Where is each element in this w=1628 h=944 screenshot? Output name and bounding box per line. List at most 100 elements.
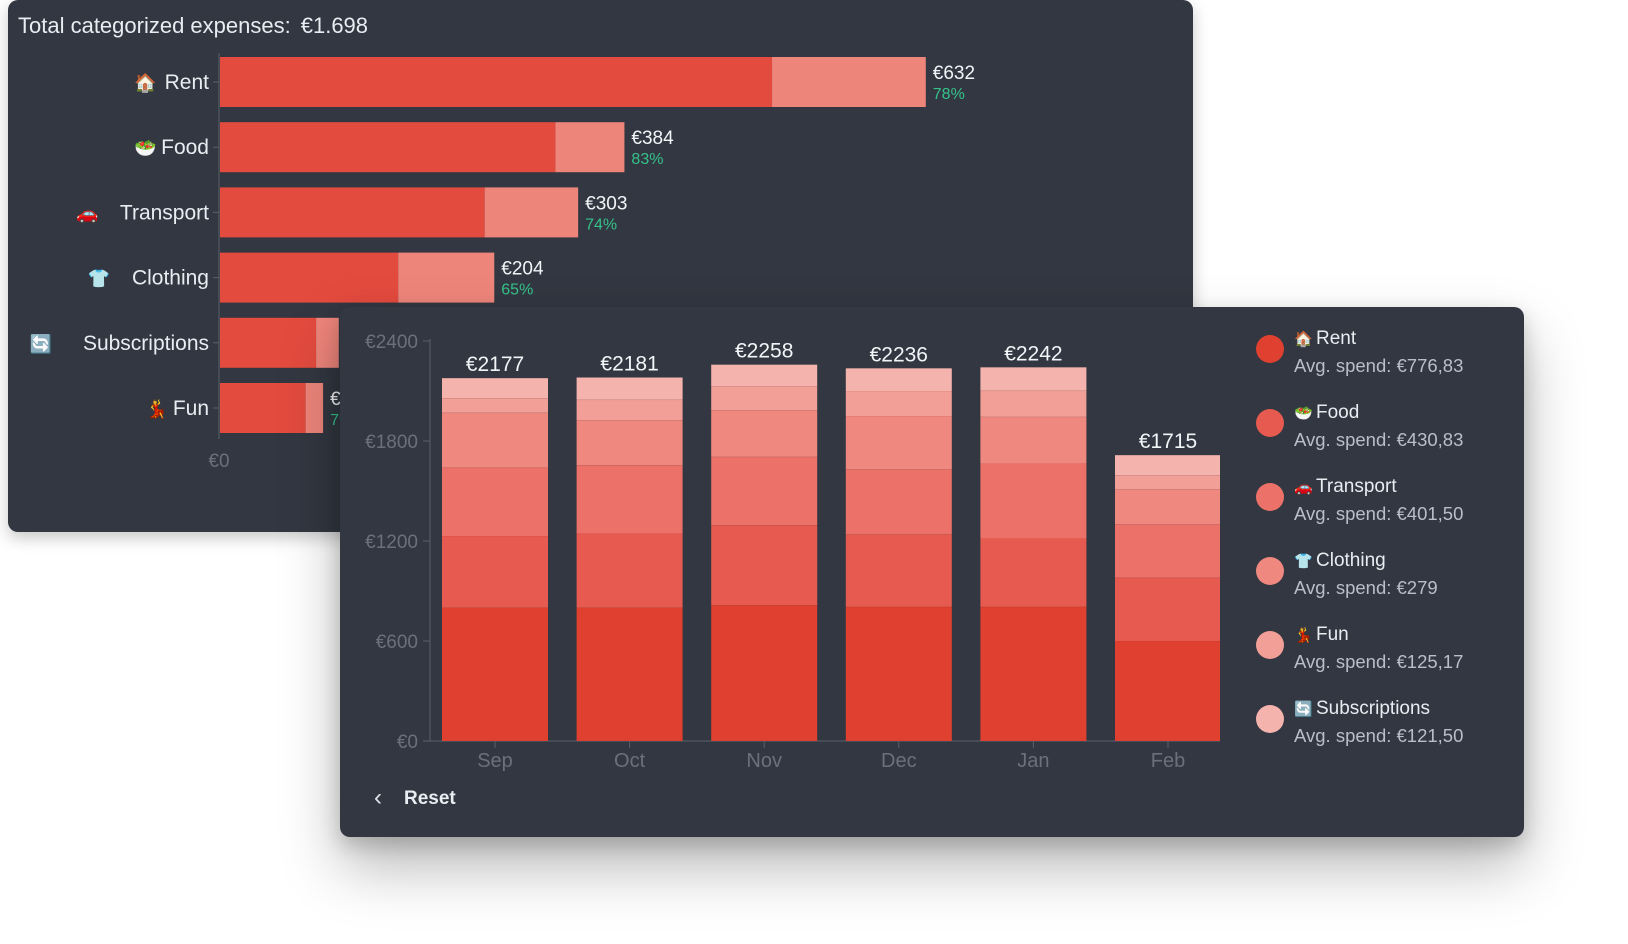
- percent-label: 78%: [933, 86, 965, 103]
- bar-main-subscriptions: [220, 317, 317, 368]
- bar-remaining-subscriptions: [316, 317, 339, 368]
- percent-label: 74%: [585, 216, 617, 233]
- total-expenses-amount: €1.698: [300, 13, 369, 38]
- percent-label: 65%: [501, 282, 533, 299]
- bar-segment-transport: [1115, 524, 1220, 578]
- bar-remaining-rent: [772, 57, 926, 107]
- category-label-food: Food: [161, 136, 209, 159]
- category-label-fun: Fun: [173, 397, 209, 420]
- bar-segment-transport: [576, 465, 683, 534]
- bar-main-food: [220, 122, 556, 173]
- bar-segment-fun: [442, 398, 548, 413]
- bar-segment-subscriptions: [711, 364, 818, 387]
- value-label: €384: [631, 128, 674, 149]
- legend-item-food[interactable]: 🥗 Food Avg. spend: €430,83: [1256, 401, 1518, 461]
- legend-swatch: [1256, 631, 1284, 659]
- y-tick-label: €1800: [365, 432, 418, 453]
- x-tick-label-sep: Sep: [477, 750, 513, 772]
- bar-segment-clothing: [442, 412, 548, 468]
- category-label-clothing: Clothing: [132, 267, 209, 290]
- bar-main-fun: [220, 383, 306, 433]
- legend-name: 🔄 Subscriptions: [1294, 698, 1430, 720]
- bar-segment-fun: [845, 391, 952, 416]
- total-label: €2177: [466, 353, 524, 376]
- bar-segment-clothing: [711, 410, 818, 457]
- bar-remaining-transport: [484, 187, 579, 238]
- bar-segment-food: [576, 533, 683, 608]
- monthly-spend-panel: €0 €600 €1200 €1800 €2400 €2177 Sep €2181 Oct €22…: [340, 307, 1524, 837]
- bar-segment-rent: [1115, 641, 1220, 741]
- legend-name-text: Fun: [1316, 624, 1349, 645]
- bar-segment-subscriptions: [442, 378, 548, 399]
- legend-name-text: Subscriptions: [1316, 698, 1431, 719]
- x-tick-label-jan: Jan: [1017, 750, 1049, 772]
- bar-segment-rent: [980, 606, 1087, 741]
- legend-item-rent[interactable]: 🏠 Rent Avg. spend: €776,83: [1256, 327, 1518, 387]
- legend-name: 👕 Clothing: [1294, 550, 1386, 572]
- chevron-left-icon: ‹: [374, 784, 382, 811]
- total-label: €2242: [1004, 342, 1062, 365]
- legend-swatch: [1256, 557, 1284, 585]
- tshirt-icon: 👕: [88, 269, 110, 289]
- legend-avg-spend: Avg. spend: €401,50: [1294, 503, 1464, 524]
- legend-swatch: [1256, 705, 1284, 733]
- bar-segment-rent: [576, 607, 683, 741]
- legend-name-text: Food: [1316, 402, 1360, 423]
- legend-name: 🏠 Rent: [1294, 328, 1356, 350]
- legend-name-text: Clothing: [1316, 550, 1386, 571]
- y-tick-label: €1200: [365, 532, 418, 553]
- bar-segment-transport: [845, 469, 952, 535]
- house-icon: 🏠: [134, 73, 156, 93]
- legend-avg-spend: Avg. spend: €430,83: [1294, 429, 1464, 450]
- total-expenses-label: Total categorized expenses:: [18, 13, 291, 38]
- total-label: €2258: [735, 340, 793, 363]
- bar-segment-food: [845, 534, 952, 607]
- bar-segment-food: [442, 536, 548, 608]
- legend-avg-spend: Avg. spend: €125,17: [1294, 651, 1464, 672]
- reset-label: Reset: [404, 788, 456, 809]
- bar-remaining-food: [555, 122, 625, 173]
- bar-segment-clothing: [980, 416, 1087, 464]
- bar-main-transport: [220, 187, 485, 238]
- bar-segment-rent: [845, 606, 952, 741]
- legend-item-clothing[interactable]: 👕 Clothing Avg. spend: €279: [1256, 549, 1518, 609]
- legend-item-fun[interactable]: 💃 Fun Avg. spend: €125,17: [1256, 623, 1518, 683]
- car-icon: 🚗: [1294, 479, 1313, 496]
- bar-remaining-fun: [305, 383, 324, 433]
- value-label: €303: [585, 193, 627, 214]
- x-tick-label-dec: Dec: [881, 750, 917, 772]
- bar-segment-food: [1115, 577, 1220, 641]
- bar-segment-rent: [711, 605, 818, 741]
- bar-segment-subscriptions: [1115, 455, 1220, 476]
- legend-item-transport[interactable]: 🚗 Transport Avg. spend: €401,50: [1256, 475, 1518, 535]
- bar-segment-clothing: [1115, 489, 1220, 525]
- bar-segment-food: [980, 538, 1087, 607]
- legend-swatch: [1256, 409, 1284, 437]
- x-tick-label: €0: [208, 451, 229, 472]
- y-tick-label: €600: [376, 632, 418, 653]
- bar-segment-fun: [1115, 475, 1220, 490]
- legend-swatch: [1256, 335, 1284, 363]
- legend-name-text: Transport: [1316, 476, 1397, 497]
- refresh-icon: 🔄: [30, 333, 52, 354]
- house-icon: 🏠: [1294, 331, 1313, 348]
- category-label-transport: Transport: [120, 201, 209, 224]
- total-label: €2181: [600, 353, 658, 376]
- total-expenses-title: Total categorized expenses: €1.698: [18, 13, 368, 39]
- bar-main-rent: [220, 57, 773, 107]
- x-tick-label-nov: Nov: [746, 750, 782, 772]
- bar-segment-rent: [442, 607, 548, 741]
- bar-segment-transport: [980, 463, 1087, 539]
- y-tick-label: €2400: [365, 332, 418, 353]
- legend-swatch: [1256, 483, 1284, 511]
- bar-segment-fun: [711, 386, 818, 411]
- reset-button[interactable]: ‹ Reset: [374, 784, 456, 812]
- legend-item-subscriptions[interactable]: 🔄 Subscriptions Avg. spend: €121,50: [1256, 697, 1518, 757]
- dancer-icon: 💃: [146, 398, 168, 420]
- bar-segment-transport: [442, 467, 548, 536]
- bar-remaining-clothing: [398, 252, 495, 303]
- legend-name: 🥗 Food: [1294, 402, 1359, 424]
- bar-segment-fun: [980, 390, 1087, 417]
- bar-segment-fun: [576, 399, 683, 421]
- legend-avg-spend: Avg. spend: €776,83: [1294, 355, 1464, 376]
